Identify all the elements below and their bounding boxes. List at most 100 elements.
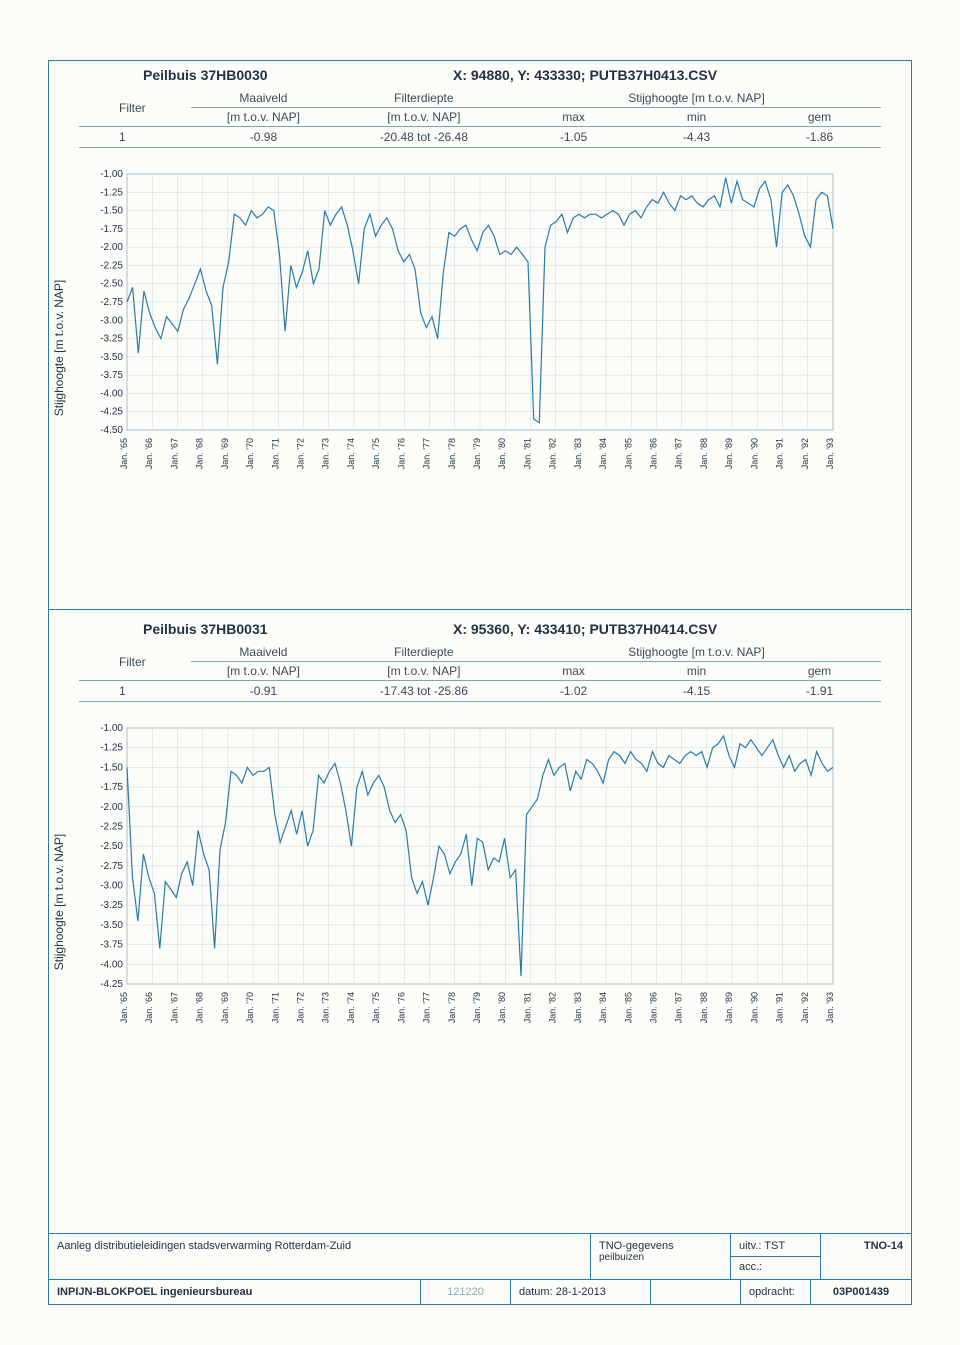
col-maaiveld-unit: [m t.o.v. NAP] xyxy=(191,108,335,127)
svg-text:-3.25: -3.25 xyxy=(100,334,123,345)
tno-sub: peilbuizen xyxy=(599,1252,722,1263)
col-maaiveld: Maaiveld xyxy=(191,89,335,108)
col-maaiveld-unit: [m t.o.v. NAP] xyxy=(191,662,335,681)
svg-text:-2.50: -2.50 xyxy=(100,841,123,852)
svg-text:-3.00: -3.00 xyxy=(100,881,123,892)
col-min: min xyxy=(635,108,758,127)
document-frame: Peilbuis 37HB0030 X: 94880, Y: 433330; P… xyxy=(48,60,912,1305)
val-maaiveld: -0.91 xyxy=(191,681,335,702)
col-stijg: Stijghoogte [m t.o.v. NAP] xyxy=(512,89,881,108)
chart1: Stijghoogte [m t.o.v. NAP] -1.00-1.25-1.… xyxy=(79,168,881,528)
svg-text:Jan. '66: Jan. '66 xyxy=(144,438,154,469)
svg-text:Jan. '83: Jan. '83 xyxy=(573,438,583,469)
svg-text:Jan. '81: Jan. '81 xyxy=(522,992,532,1023)
svg-text:Jan. '74: Jan. '74 xyxy=(346,438,356,469)
svg-text:Jan. '82: Jan. '82 xyxy=(548,438,558,469)
svg-text:Jan. '89: Jan. '89 xyxy=(724,438,734,469)
col-gem: gem xyxy=(758,108,881,127)
svg-text:Jan. '79: Jan. '79 xyxy=(472,438,482,469)
svg-text:Jan. '93: Jan. '93 xyxy=(825,438,835,469)
svg-text:-2.25: -2.25 xyxy=(100,260,123,271)
svg-text:Jan. '71: Jan. '71 xyxy=(270,992,280,1023)
val-filterdiepte: -17.43 tot -25.86 xyxy=(336,681,512,702)
svg-text:Jan. '91: Jan. '91 xyxy=(775,992,785,1023)
title-block: Aanleg distributieleidingen stadsverwarm… xyxy=(48,1233,912,1305)
svg-text:Jan. '88: Jan. '88 xyxy=(699,438,709,469)
chart2-title: Peilbuis 37HB0031 xyxy=(79,621,453,637)
svg-text:Jan. '78: Jan. '78 xyxy=(447,438,457,469)
opd-label: opdracht: xyxy=(741,1280,811,1304)
svg-text:-1.50: -1.50 xyxy=(100,762,123,773)
col-filterdiepte-unit: [m t.o.v. NAP] xyxy=(336,662,512,681)
svg-text:Jan. '80: Jan. '80 xyxy=(497,992,507,1023)
col-filterdiepte-unit: [m t.o.v. NAP] xyxy=(336,108,512,127)
val-filterdiepte: -20.48 tot -26.48 xyxy=(336,127,512,148)
project-name: Aanleg distributieleidingen stadsverwarm… xyxy=(49,1234,591,1279)
svg-text:-3.50: -3.50 xyxy=(100,920,123,931)
uitv-label: uitv.: xyxy=(739,1240,761,1252)
svg-text:-2.75: -2.75 xyxy=(100,861,123,872)
val-filter: 1 xyxy=(79,127,191,148)
acc-label: acc.: xyxy=(739,1261,762,1273)
svg-text:-1.00: -1.00 xyxy=(100,723,123,734)
drawing-num: 121220 xyxy=(421,1280,511,1304)
svg-text:-3.25: -3.25 xyxy=(100,900,123,911)
svg-text:Jan. '73: Jan. '73 xyxy=(321,438,331,469)
svg-text:Jan. '75: Jan. '75 xyxy=(371,438,381,469)
company: INPIJN-BLOKPOEL ingenieursbureau xyxy=(49,1280,421,1304)
svg-text:Jan. '67: Jan. '67 xyxy=(169,438,179,469)
chart2-svg: -1.00 -1.25 -1.50 -1.75 -2.00 -2.25 -2.50 -2.75… xyxy=(79,722,839,1062)
svg-text:-4.00: -4.00 xyxy=(100,959,123,970)
svg-text:Jan. '86: Jan. '86 xyxy=(649,992,659,1023)
svg-text:Jan. '67: Jan. '67 xyxy=(169,992,179,1023)
svg-text:Jan. '65: Jan. '65 xyxy=(119,992,129,1023)
val-maaiveld: -0.98 xyxy=(191,127,335,148)
svg-text:-3.75: -3.75 xyxy=(100,940,123,951)
svg-text:Jan. '82: Jan. '82 xyxy=(548,992,558,1023)
val-min: -4.15 xyxy=(635,681,758,702)
svg-text:-4.25: -4.25 xyxy=(100,979,123,990)
svg-text:-2.50: -2.50 xyxy=(100,279,123,290)
svg-text:Jan. '69: Jan. '69 xyxy=(220,438,230,469)
svg-text:Jan. '74: Jan. '74 xyxy=(346,992,356,1023)
val-gem: -1.86 xyxy=(758,127,881,148)
svg-text:Jan. '92: Jan. '92 xyxy=(800,438,810,469)
svg-text:-2.25: -2.25 xyxy=(100,821,123,832)
svg-text:Jan. '83: Jan. '83 xyxy=(573,992,583,1023)
val-gem: -1.91 xyxy=(758,681,881,702)
chart1-meta: X: 94880, Y: 433330; PUTB37H0413.CSV xyxy=(453,67,881,83)
col-filterdiepte: Filterdiepte xyxy=(336,89,512,108)
svg-text:-1.75: -1.75 xyxy=(100,782,123,793)
panel-chart-2: Peilbuis 37HB0031 X: 95360, Y: 433410; P… xyxy=(49,621,911,1151)
svg-text:Jan. '70: Jan. '70 xyxy=(245,438,255,469)
svg-text:-1.00: -1.00 xyxy=(100,169,123,180)
tno-title: TNO-gegevens xyxy=(599,1240,722,1252)
svg-text:Jan. '81: Jan. '81 xyxy=(522,438,532,469)
svg-text:Jan. '75: Jan. '75 xyxy=(371,992,381,1023)
chart1-title: Peilbuis 37HB0030 xyxy=(79,67,453,83)
opd-val: 03P001439 xyxy=(811,1280,911,1304)
svg-text:Jan. '80: Jan. '80 xyxy=(497,438,507,469)
svg-text:-2.00: -2.00 xyxy=(100,802,123,813)
svg-text:-2.75: -2.75 xyxy=(100,297,123,308)
col-max: max xyxy=(512,108,635,127)
svg-text:Jan. '78: Jan. '78 xyxy=(447,992,457,1023)
svg-text:-1.25: -1.25 xyxy=(100,743,123,754)
svg-text:-2.00: -2.00 xyxy=(100,242,123,253)
col-filter: Filter xyxy=(79,89,191,127)
svg-text:Jan. '68: Jan. '68 xyxy=(195,438,205,469)
svg-text:Jan. '89: Jan. '89 xyxy=(724,992,734,1023)
val-max: -1.05 xyxy=(512,127,635,148)
val-max: -1.02 xyxy=(512,681,635,702)
uitv-box: uitv.: TST acc.: xyxy=(731,1234,821,1279)
svg-text:-4.00: -4.00 xyxy=(100,388,123,399)
svg-text:-3.50: -3.50 xyxy=(100,352,123,363)
svg-text:Jan. '69: Jan. '69 xyxy=(220,992,230,1023)
svg-text:Jan. '73: Jan. '73 xyxy=(321,992,331,1023)
chart1-meta-table: Filter Maaiveld Filterdiepte Stijghoogte… xyxy=(79,89,881,148)
col-gem: gem xyxy=(758,662,881,681)
chart2: Stijghoogte [m t.o.v. NAP] -1.00-1.25-1.… xyxy=(79,722,881,1082)
svg-text:Jan. '71: Jan. '71 xyxy=(270,438,280,469)
svg-text:-3.75: -3.75 xyxy=(100,370,123,381)
svg-text:Jan. '88: Jan. '88 xyxy=(699,992,709,1023)
